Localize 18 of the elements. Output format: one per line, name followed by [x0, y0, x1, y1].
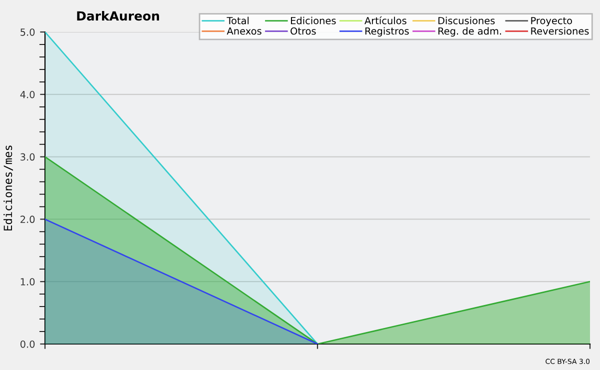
legend-label: Otros: [290, 27, 316, 35]
y-axis-title: Ediciones/mes: [4, 146, 13, 230]
legend-label: Artículos: [364, 16, 406, 24]
chart-title: DarkAureon: [77, 10, 160, 21]
legend-label: Proyecto: [531, 17, 572, 26]
y-tick-label: 3.0: [20, 153, 35, 161]
y-tick-label: 2.0: [20, 216, 35, 224]
y-tick-label: 5.0: [20, 28, 35, 36]
legend-label: Ediciones: [290, 16, 336, 24]
legend-label: Total: [226, 16, 249, 24]
y-tick-label: 4.0: [20, 90, 35, 98]
legend-label: Discusiones: [438, 16, 495, 24]
legend-label: Registros: [365, 27, 409, 37]
legend-label: Anexos: [226, 27, 262, 35]
y-tick-label: 1.0: [20, 278, 35, 286]
legend-label: Reg. de adm.: [438, 27, 502, 37]
legend-label: Reversiones: [531, 27, 589, 35]
y-tick-label: 0.0: [20, 340, 35, 348]
